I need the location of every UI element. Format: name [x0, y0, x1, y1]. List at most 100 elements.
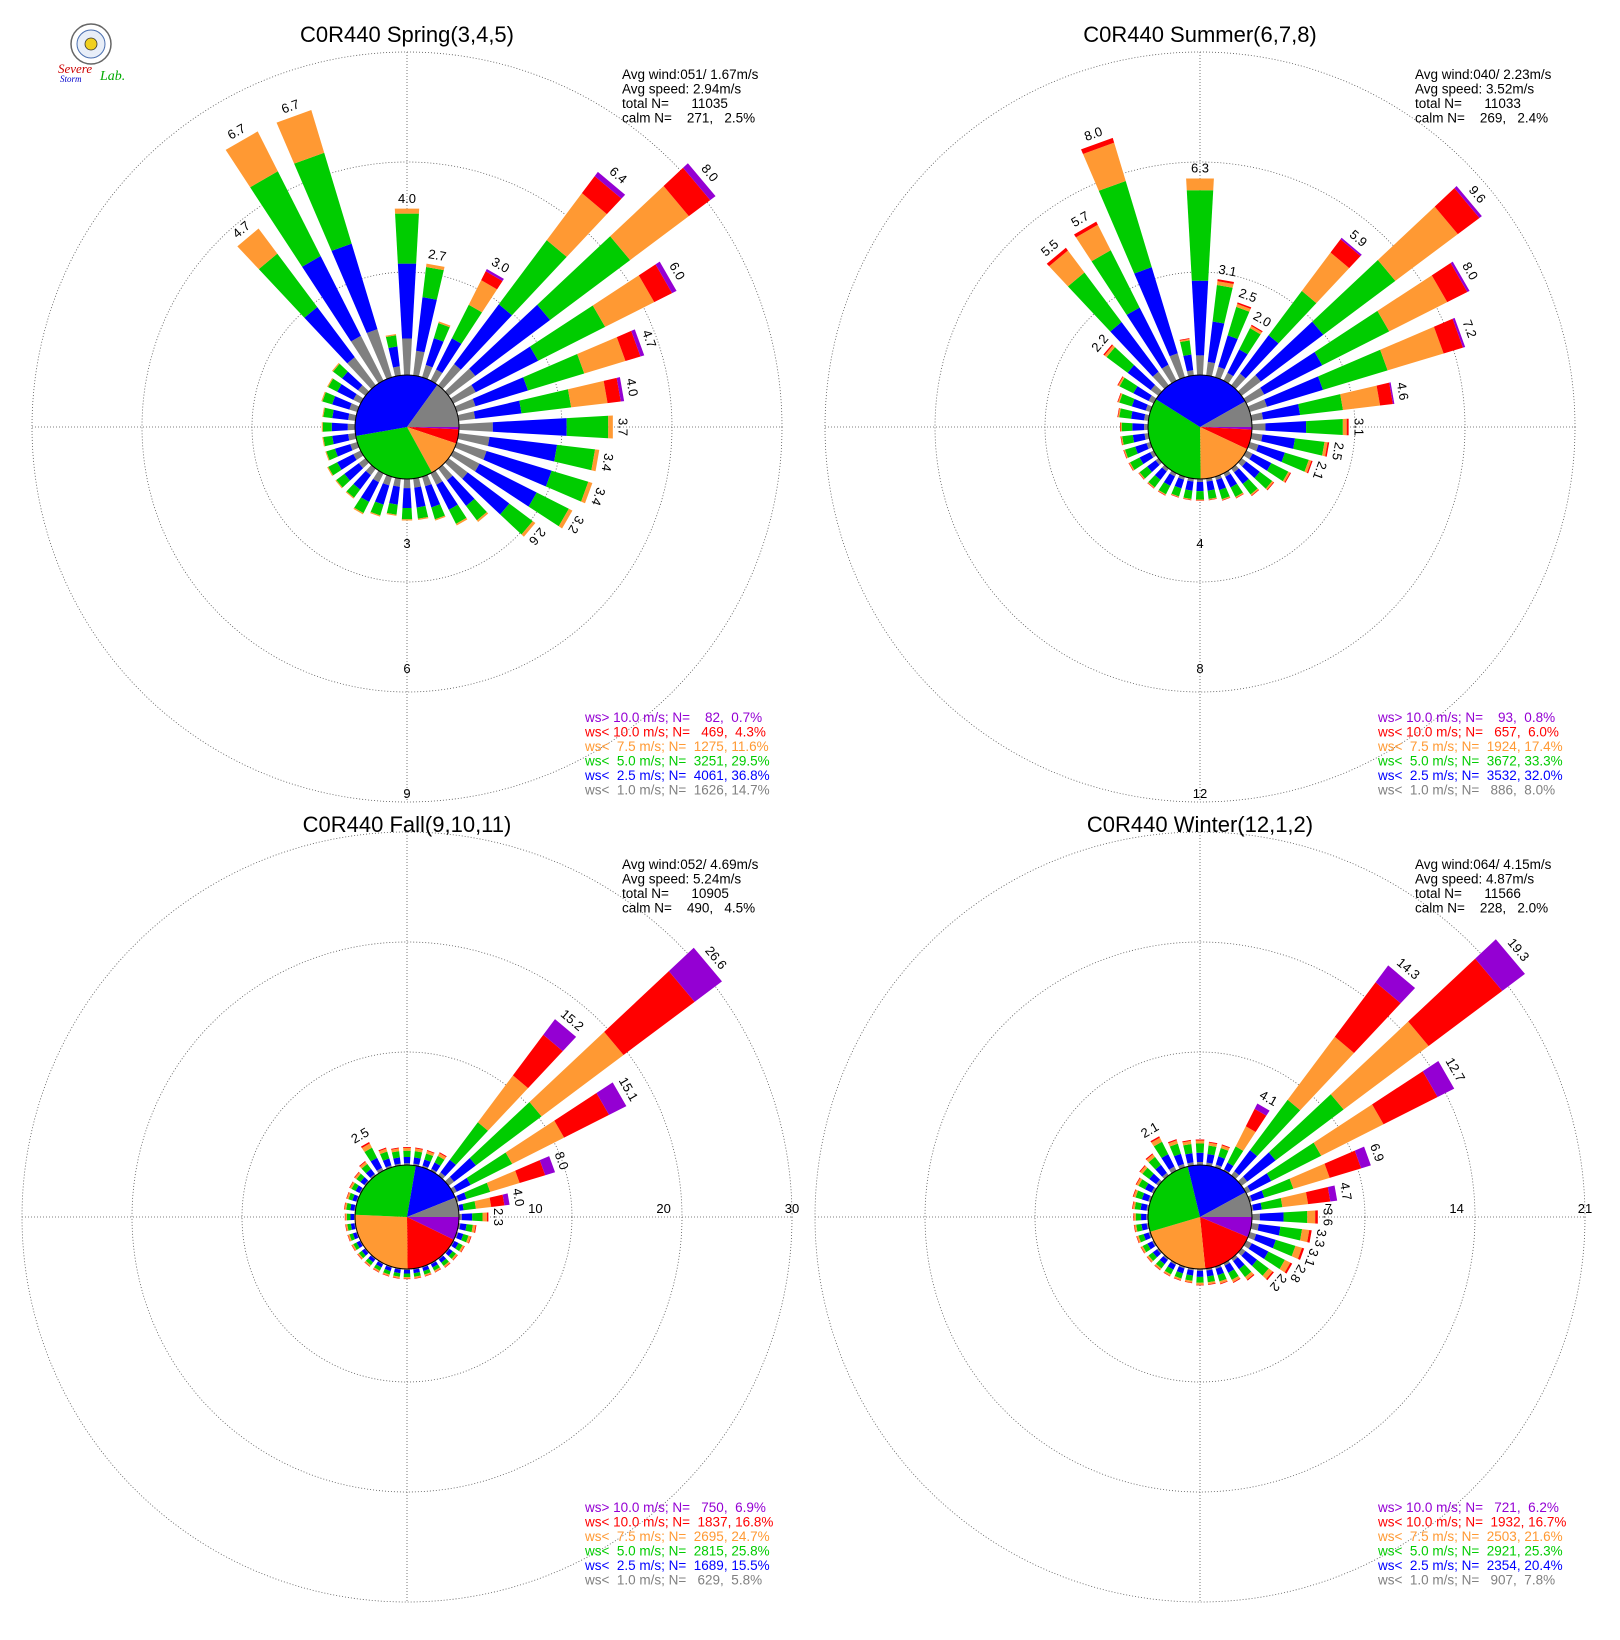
bar-segment-0: [1195, 1139, 1205, 1141]
bar-segment-130: [444, 458, 468, 479]
bar-segment-160: [1216, 478, 1227, 491]
bar-segment-190: [1184, 1281, 1193, 1284]
bar-segment-0: [1186, 190, 1214, 281]
bar-segment-230: [344, 463, 364, 481]
bar-segment-30: [430, 1168, 437, 1174]
bar-segment-0: [1195, 1143, 1205, 1153]
bar-segment-70: [472, 377, 529, 407]
bar-segment-160: [1215, 1264, 1222, 1269]
bar-label-90: 3.6: [1321, 1208, 1336, 1226]
bar-segment-160: [423, 1269, 431, 1275]
bar-segment-180: [1196, 1282, 1204, 1285]
stat-line: Avg wind:064/ 4.15m/s: [1415, 857, 1552, 872]
bar-segment-320: [1152, 371, 1169, 390]
bar-label-90: 3.1: [1351, 418, 1366, 436]
bar-segment-170: [413, 477, 421, 488]
bar-segment-70: [1289, 1163, 1330, 1189]
bar-segment-80: [1260, 1198, 1283, 1210]
bar-segment-80: [1376, 382, 1393, 406]
bar-segment-60: [471, 346, 539, 393]
bar-segment-130: [462, 472, 510, 515]
bar-segment-70: [1264, 376, 1324, 407]
bar-segment-100: [1325, 442, 1330, 457]
bar-segment-80: [1280, 1192, 1309, 1208]
bar-segment-210: [1170, 1260, 1177, 1265]
bar-segment-120: [1264, 1251, 1285, 1270]
bar-segment-20: [1218, 335, 1238, 370]
stat-line: calm N= 228, 2.0%: [1415, 901, 1548, 916]
bar-segment-90: [492, 418, 567, 436]
bar-segment-220: [1147, 482, 1155, 489]
stat-line: total N= 11035: [622, 96, 728, 111]
bar-segment-350: [385, 335, 398, 348]
bar-segment-50: [1312, 259, 1396, 335]
ring-1: [1044, 271, 1356, 583]
bar-segment-90: [458, 422, 493, 432]
bar-segment-180: [1196, 1276, 1204, 1283]
bar-segment-20: [1215, 1156, 1225, 1167]
legend-entry: ws< 7.5 m/s; N= 1275, 11.6%: [584, 739, 769, 754]
bar-segment-280: [322, 407, 325, 418]
bar-segment-200: [1171, 486, 1182, 497]
bar-label-10: 2.7: [427, 246, 447, 264]
bar-segment-10: [426, 263, 445, 271]
bar-segment-120: [460, 1245, 465, 1253]
bar-segment-60: [592, 275, 655, 327]
bar-segment-350: [388, 346, 400, 368]
bar-segment-70: [1318, 349, 1388, 390]
bar-segment-280: [344, 1202, 348, 1210]
bar-segment-100: [554, 444, 596, 471]
bar-segment-70: [1324, 1150, 1362, 1178]
bar-segment-290: [348, 1192, 355, 1201]
bar-segment-330: [1150, 1136, 1160, 1143]
bar-segment-200: [1173, 1277, 1181, 1281]
bar-segment-110: [468, 1236, 472, 1244]
bar-segment-190: [1185, 1274, 1194, 1281]
bar-segment-100: [465, 1224, 473, 1233]
bar-segment-310: [356, 1173, 365, 1183]
bar-segment-340: [1178, 1163, 1185, 1170]
bar-segment-340: [1098, 180, 1152, 274]
bar-segment-320: [1155, 1164, 1167, 1177]
bar-segment-20: [1218, 1148, 1229, 1159]
bar-segment-110: [1281, 452, 1309, 472]
bar-segment-20: [422, 364, 433, 380]
bar-segment-120: [1284, 472, 1292, 483]
bar-segment-140: [1251, 489, 1260, 497]
bar-segment-240: [351, 1244, 357, 1251]
legend-entry: ws< 1.0 m/s; N= 629, 5.8%: [584, 1573, 762, 1588]
bar-segment-30: [1251, 324, 1263, 333]
bar-segment-30: [1227, 1146, 1244, 1166]
bar-segment-80: [1340, 385, 1381, 410]
bar-segment-230: [1146, 1256, 1152, 1263]
bar-segment-40: [1268, 290, 1317, 344]
bar-segment-110: [581, 481, 593, 504]
bar-segment-230: [336, 473, 350, 488]
bar-segment-60: [450, 384, 476, 404]
bar-segment-180: [402, 488, 412, 509]
bar-segment-170: [414, 1277, 422, 1279]
stat-line: calm N= 490, 4.5%: [622, 901, 755, 916]
ring-label: 6: [403, 661, 410, 676]
stat-line: Avg speed: 5.24m/s: [622, 872, 741, 887]
bar-segment-140: [441, 1258, 449, 1267]
bar-segment-220: [345, 491, 355, 499]
bar-segment-0: [395, 213, 419, 264]
bar-segment-10: [1208, 1141, 1218, 1145]
bar-label-90: 2.3: [491, 1208, 506, 1226]
bar-segment-30: [1223, 1169, 1230, 1174]
bar-segment-270: [1121, 422, 1133, 432]
pie-slice-1: [407, 427, 459, 444]
bar-segment-50: [610, 186, 689, 261]
bar-segment-240: [353, 450, 364, 460]
bar-segment-270: [347, 423, 356, 431]
ring-3: [31, 51, 783, 803]
bar-segment-50: [529, 1031, 624, 1117]
bar-segment-180: [1196, 1270, 1204, 1277]
bar-segment-30: [1254, 1103, 1270, 1116]
bar-segment-340: [1081, 137, 1115, 155]
bar-segment-300: [327, 377, 334, 388]
bar-segment-260: [345, 1224, 349, 1232]
bar-segment-40: [1231, 1171, 1240, 1180]
ring-2: [141, 161, 673, 693]
